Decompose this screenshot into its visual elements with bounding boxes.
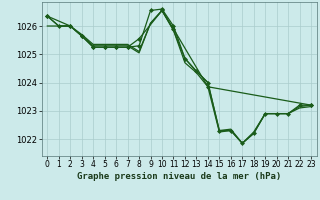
X-axis label: Graphe pression niveau de la mer (hPa): Graphe pression niveau de la mer (hPa) xyxy=(77,172,281,181)
